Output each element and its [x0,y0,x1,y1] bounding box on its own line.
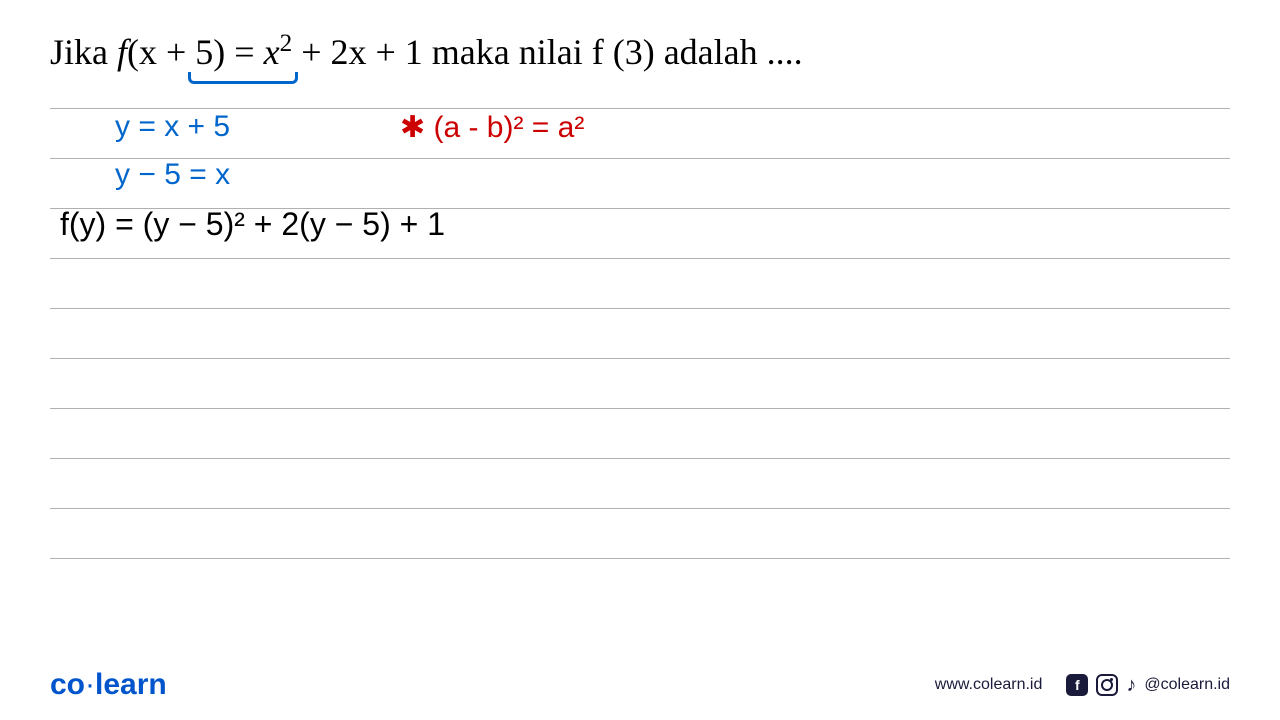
rule-line [50,458,1230,459]
problem-sup: 2 [280,30,293,57]
footer: co·learn www.colearn.id f ♪ @colearn.id [0,650,1280,720]
handwriting-line2-blue: y − 5 = x [115,158,230,192]
tiktok-icon: ♪ [1126,674,1136,697]
problem-rest: + 2x + 1 [292,32,423,72]
social-links: f ♪ @colearn.id [1066,674,1230,697]
rule-line [50,408,1230,409]
problem-middle: maka nilai f (3) adalah .... [423,32,803,72]
rule-line [50,108,1230,109]
instagram-icon [1096,674,1118,696]
rule-line [50,558,1230,559]
problem-prefix: Jika [50,32,117,72]
problem-arg: (x + 5) [127,32,225,72]
problem-x: x [264,32,280,72]
problem-fn: f [117,32,127,72]
content-area: Jika f(x + 5) = x2 + 2x + 1 maka nilai f… [0,0,1280,640]
rule-line [50,258,1230,259]
problem-statement: Jika f(x + 5) = x2 + 2x + 1 maka nilai f… [50,30,1230,73]
brand-logo: co·learn [50,668,167,702]
handwriting-line1-red: ✱ (a - b)² = a² [400,110,584,145]
facebook-icon: f [1066,674,1088,696]
rule-line [50,358,1230,359]
brand-learn: learn [95,668,167,701]
handwriting-line1-blue: y = x + 5 [115,110,230,144]
underline-annotation [188,72,298,84]
brand-dot: · [85,668,95,701]
problem-eq: = [225,32,263,72]
footer-right: www.colearn.id f ♪ @colearn.id [935,674,1230,697]
social-handle: @colearn.id [1144,676,1230,694]
rule-line [50,508,1230,509]
website-url: www.colearn.id [935,676,1043,694]
rule-line [50,308,1230,309]
brand-co: co [50,668,85,701]
handwriting-line3-black: f(y) = (y − 5)² + 2(y − 5) + 1 [60,206,445,243]
